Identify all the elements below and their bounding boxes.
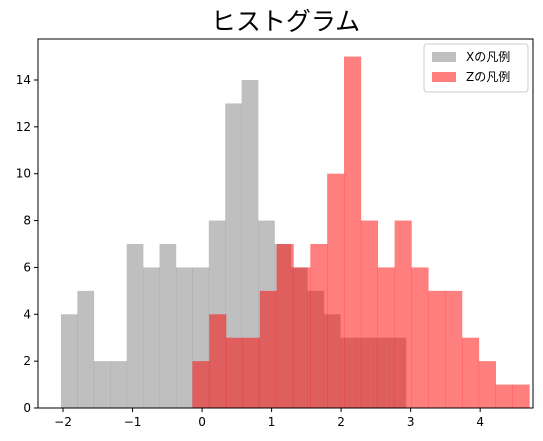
histogram-bars [60,56,530,409]
histogram-bar-series-2 [259,290,277,408]
y-tick-label: 4 [23,307,31,321]
histogram-bar-series-2 [209,314,227,408]
histogram-bar-series-1 [77,290,95,408]
x-tick-label: 0 [198,415,206,429]
y-tick-label: 6 [23,260,31,274]
histogram-bar-series-2 [360,220,379,408]
histogram-bar-series-2 [478,361,496,408]
legend-swatch [432,52,456,62]
histogram-bar-series-1 [126,244,144,408]
x-tick-label: 2 [337,415,345,429]
histogram-bar-series-2 [310,244,328,408]
legend-label: Xの凡例 [466,50,510,64]
histogram-bar-series-2 [276,244,294,408]
x-tick-label: 3 [407,415,415,429]
histogram-bar-series-2 [242,337,261,408]
histogram-bar-series-1 [225,103,242,409]
legend-label: Zの凡例 [466,70,510,84]
x-tick-label: 1 [268,415,276,429]
y-tick-label: 14 [16,73,31,87]
legend-swatch [432,72,456,82]
histogram-bar-series-1 [241,80,259,408]
histogram-bar-series-2 [495,384,513,408]
y-tick-label: 0 [23,401,31,415]
x-tick-label: −1 [124,415,142,429]
histogram-bar-series-2 [226,337,244,408]
y-tick-label: 12 [16,120,31,134]
histogram-bar-series-2 [445,290,463,408]
histogram-bar-series-2 [377,267,395,408]
chart-title: ヒストグラム [211,7,360,36]
histogram-bar-series-2 [394,220,412,408]
histogram-bar-series-1 [143,267,160,408]
histogram-bar-series-1 [60,314,78,408]
histogram-bar-series-2 [411,267,429,408]
histogram-bar-series-2 [192,361,210,408]
histogram-bar-series-2 [428,290,446,408]
histogram-bar-series-1 [175,267,193,408]
x-tick-label: 4 [476,415,484,429]
histogram-bar-series-1 [110,361,127,408]
histogram-bar-series-1 [159,244,177,408]
y-tick-label: 2 [23,354,31,368]
histogram-bar-series-2 [344,56,362,408]
histogram-bar-series-2 [461,337,480,408]
histogram-bar-series-2 [327,173,345,408]
y-tick-label: 8 [23,214,31,228]
histogram-bar-series-2 [512,384,530,408]
legend: Xの凡例 Zの凡例 [423,43,529,93]
histogram-bar-series-2 [293,267,311,408]
histogram-bar-series-1 [93,361,111,408]
x-tick-label: −2 [54,415,72,429]
y-tick-label: 10 [16,167,31,181]
plot-frame [37,38,534,409]
